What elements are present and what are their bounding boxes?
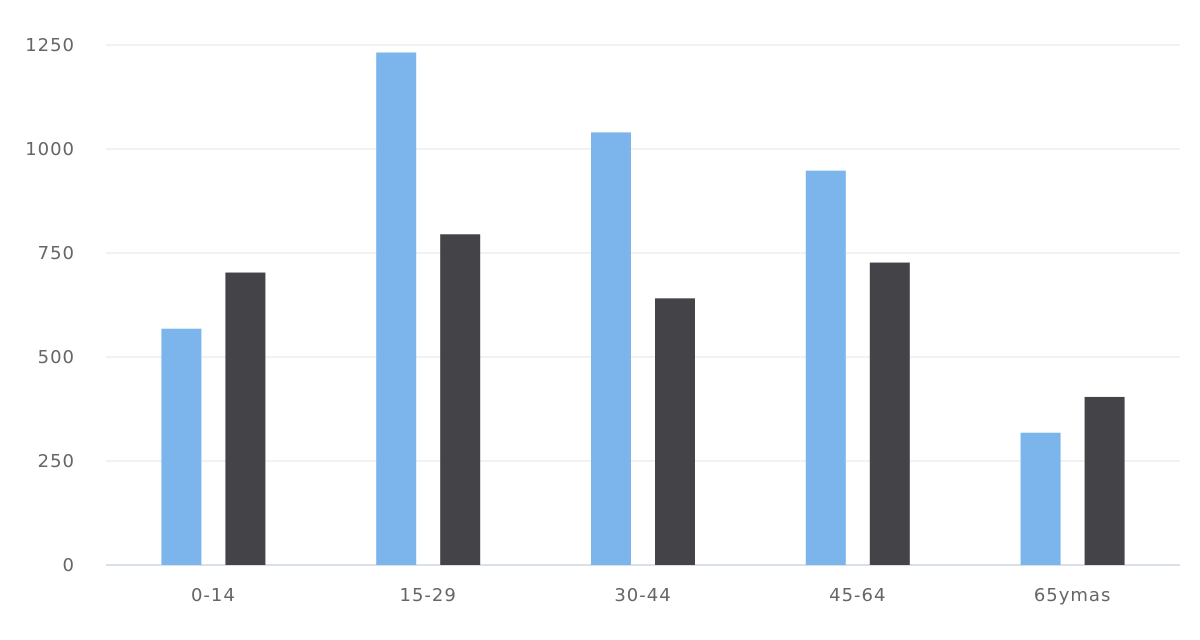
y-tick-label: 500 bbox=[38, 347, 75, 368]
x-axis-labels: 0-14 15-29 30-44 45-64 65ymas bbox=[191, 585, 1112, 606]
x-tick-label: 65ymas bbox=[1034, 585, 1112, 606]
y-tick-label: 1250 bbox=[25, 35, 75, 56]
x-tick-label: 45-64 bbox=[829, 585, 886, 606]
bar-series-2-30-44[interactable] bbox=[655, 298, 695, 565]
y-axis-labels: 0 250 500 750 1000 1250 bbox=[25, 35, 75, 576]
bar-series-2-0-14[interactable] bbox=[225, 272, 266, 565]
y-tick-label: 750 bbox=[38, 243, 75, 264]
x-tick-label: 0-14 bbox=[191, 585, 236, 606]
x-tick-label: 15-29 bbox=[400, 585, 457, 606]
bar-series-1-0-14[interactable] bbox=[161, 328, 202, 565]
bar-series-2-15-29[interactable] bbox=[440, 234, 481, 565]
y-tick-label: 0 bbox=[63, 555, 75, 576]
bar-series-2-45-64[interactable] bbox=[869, 262, 910, 565]
bars bbox=[161, 52, 1125, 566]
bar-series-1-30-44[interactable] bbox=[591, 132, 631, 566]
bar-series-2-65ymas[interactable] bbox=[1084, 396, 1125, 565]
bar-series-1-65ymas[interactable] bbox=[1020, 432, 1061, 565]
bar-series-1-15-29[interactable] bbox=[376, 52, 417, 566]
y-tick-label: 1000 bbox=[25, 139, 75, 160]
x-tick-label: 30-44 bbox=[614, 585, 671, 606]
bar-series-1-45-64[interactable] bbox=[805, 170, 846, 565]
y-tick-label: 250 bbox=[38, 451, 75, 472]
grid-lines bbox=[106, 44, 1180, 566]
